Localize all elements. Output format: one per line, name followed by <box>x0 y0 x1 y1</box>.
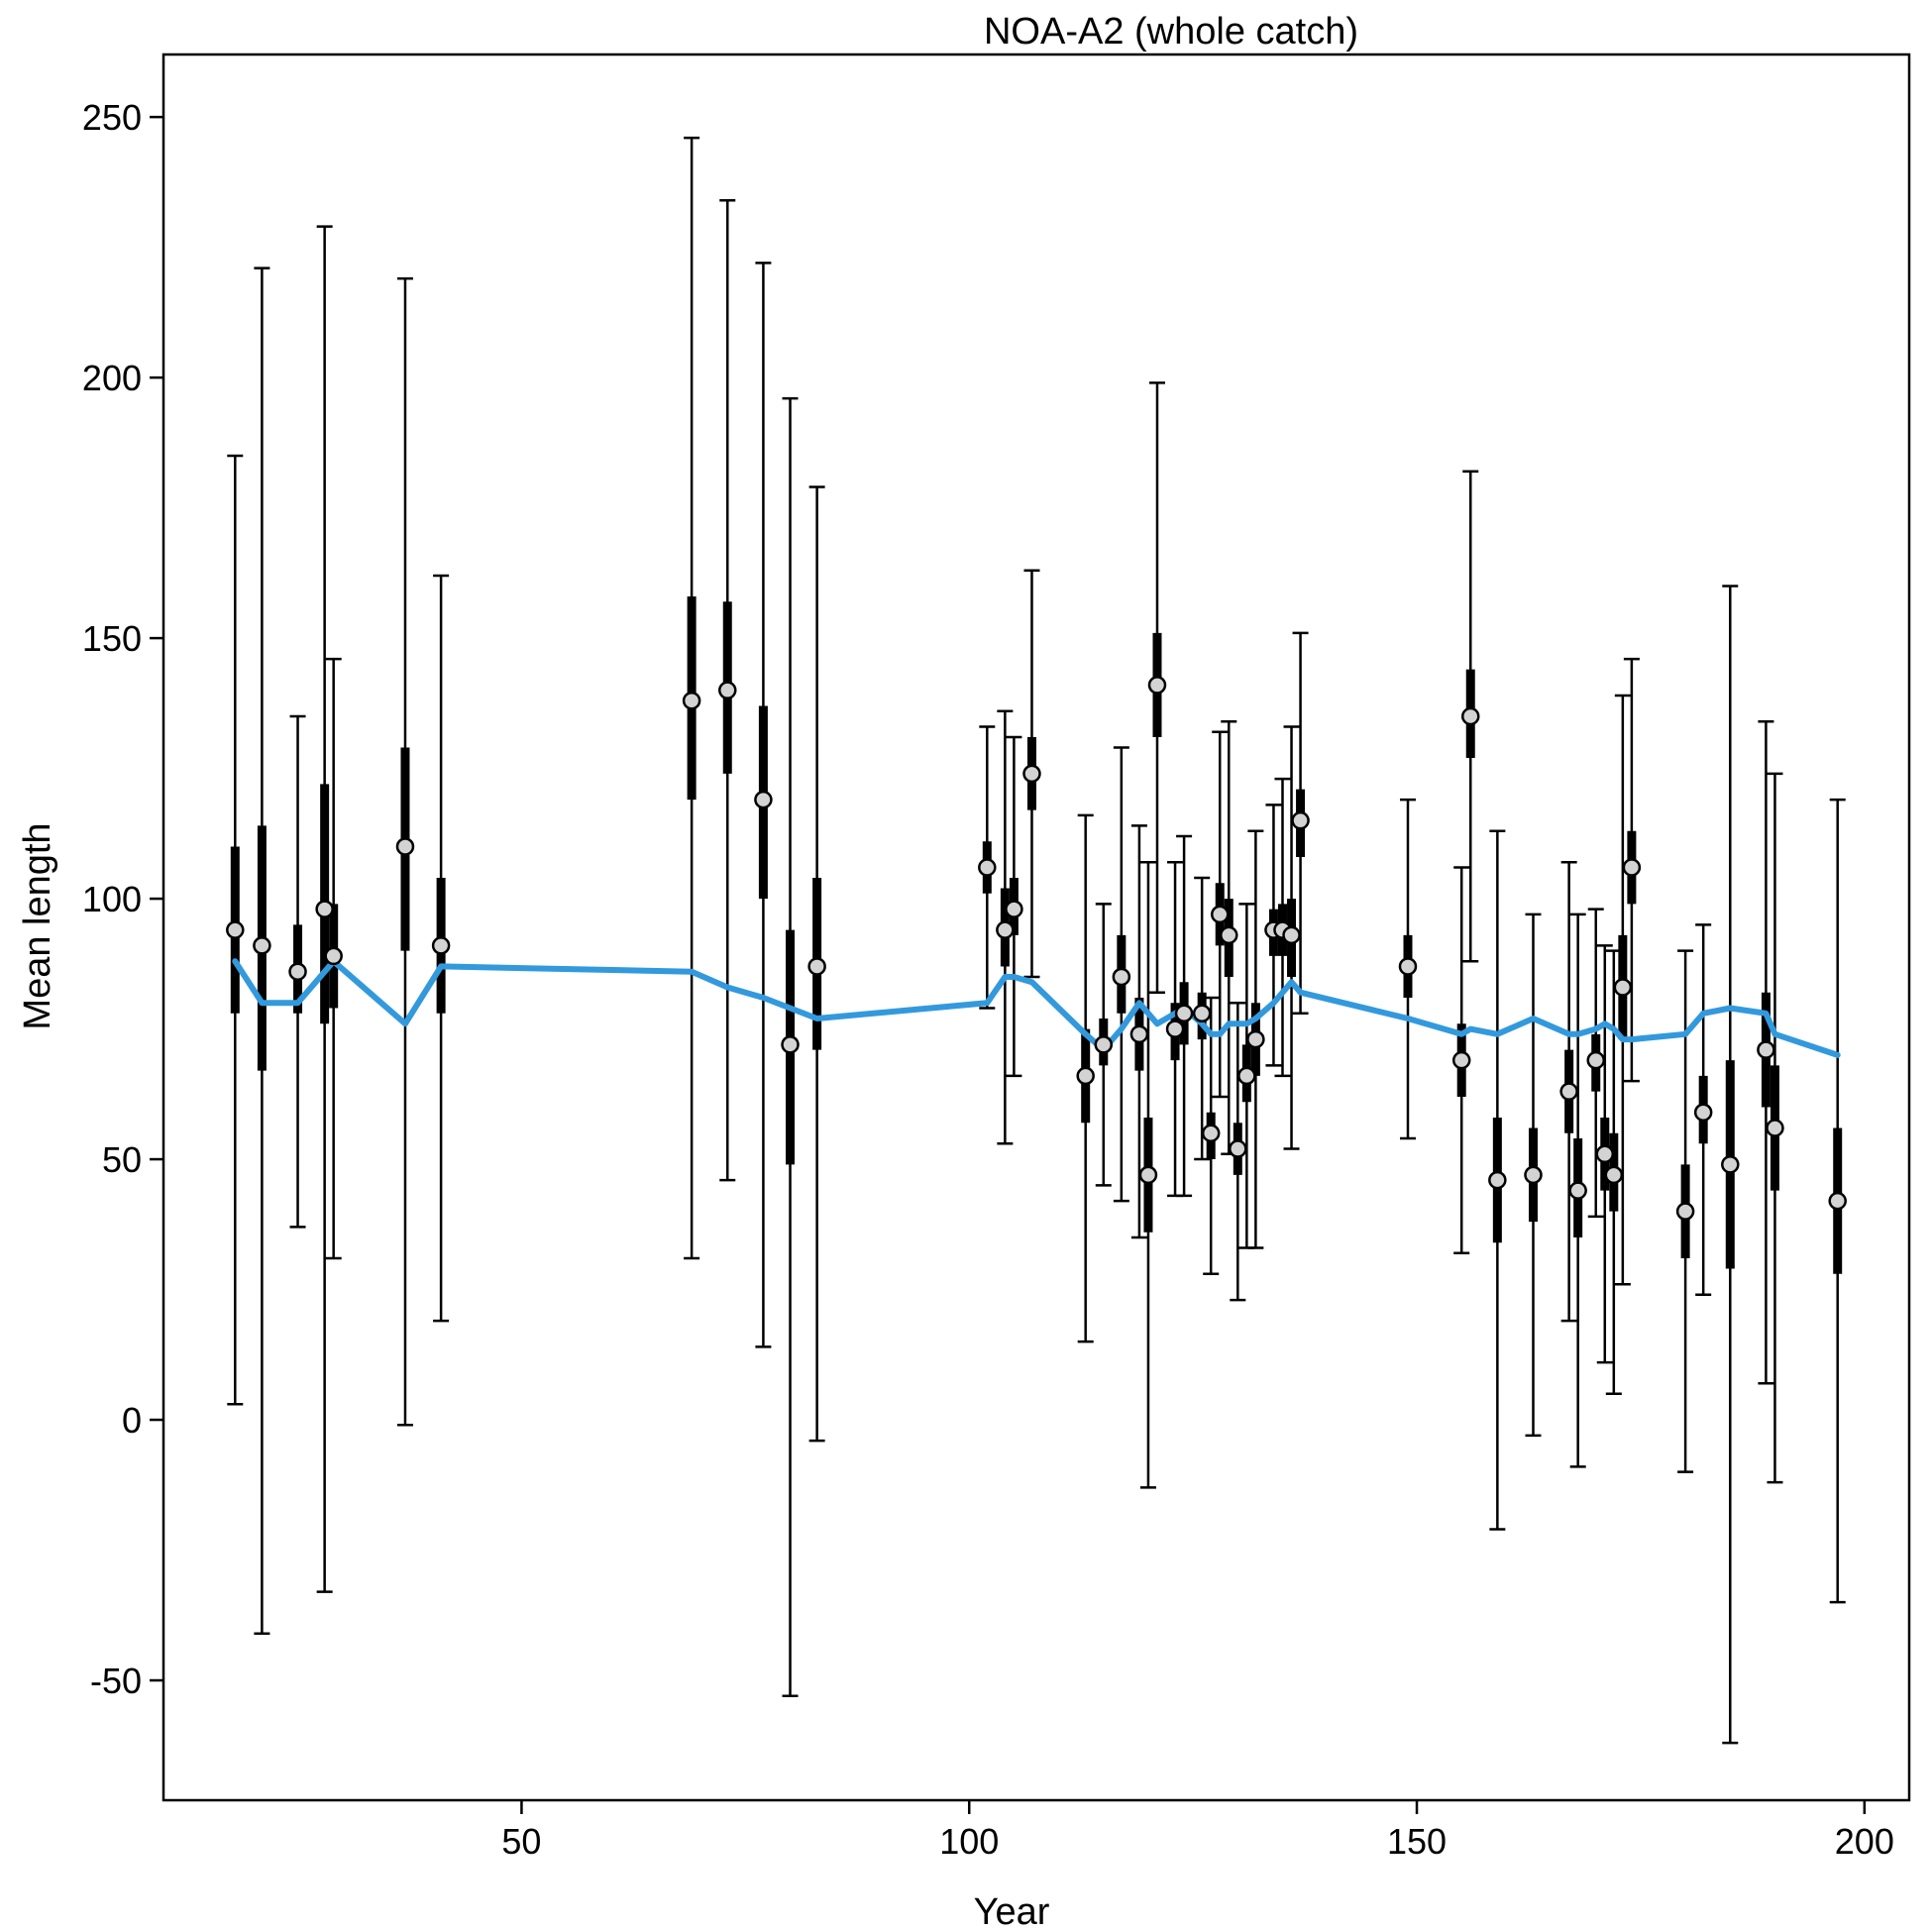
data-point-27 <box>1220 925 1238 945</box>
data-point-29 <box>1237 1066 1256 1086</box>
y-axis-title: Mean length <box>17 822 58 1029</box>
data-point-8 <box>718 681 737 699</box>
data-point-21 <box>1147 676 1167 695</box>
plot-frame <box>161 53 1911 1802</box>
x-tick-label-150: 150 <box>1387 1821 1447 1862</box>
data-point-25 <box>1201 1124 1221 1143</box>
data-point-48 <box>1693 1103 1713 1122</box>
data-point-28 <box>1229 1139 1247 1158</box>
y-tick-label-50: 50 <box>102 1139 142 1180</box>
data-point-42 <box>1586 1050 1605 1070</box>
data-point-45 <box>1613 978 1633 997</box>
data-point-23 <box>1174 1004 1194 1023</box>
y-tick-label-0: 0 <box>122 1400 142 1441</box>
data-point-0 <box>226 920 245 939</box>
data-point-9 <box>754 790 773 809</box>
data-point-49 <box>1721 1155 1740 1174</box>
data-point-4 <box>324 946 343 966</box>
data-point-26 <box>1210 905 1230 924</box>
data-point-14 <box>1005 900 1023 918</box>
data-point-33 <box>1282 925 1301 945</box>
data-point-7 <box>682 691 701 710</box>
data-point-24 <box>1192 1004 1212 1023</box>
data-point-13 <box>996 920 1015 939</box>
x-tick-label-100: 100 <box>939 1821 999 1862</box>
y-tick-label-200: 200 <box>82 358 142 398</box>
x-axis-title: Year <box>974 1891 1050 1932</box>
data-point-3 <box>315 900 334 918</box>
y-tick-label-250: 250 <box>82 97 142 138</box>
data-point-2 <box>288 962 307 981</box>
x-tick-label-200: 200 <box>1835 1821 1894 1862</box>
chart-title: NOA-A2 (whole catch) <box>984 11 1358 53</box>
x-tick-label-50: 50 <box>501 1821 541 1862</box>
data-point-18 <box>1112 967 1131 987</box>
data-point-30 <box>1246 1029 1265 1049</box>
data-point-12 <box>978 858 997 877</box>
data-point-39 <box>1524 1165 1543 1185</box>
data-point-37 <box>1460 706 1480 726</box>
y-axis: -50 0 50 100 150 200 250 <box>82 97 163 1701</box>
data-point-22 <box>1165 1020 1185 1038</box>
data-point-52 <box>1828 1191 1847 1211</box>
data-point-51 <box>1766 1119 1784 1137</box>
data-point-50 <box>1757 1040 1775 1059</box>
data-point-5 <box>395 837 415 856</box>
data-point-36 <box>1451 1050 1471 1070</box>
data-point-20 <box>1138 1165 1158 1185</box>
y-tick-label-100: 100 <box>82 879 142 919</box>
data-point-40 <box>1559 1082 1578 1101</box>
data-point-17 <box>1094 1035 1114 1054</box>
data-point-10 <box>781 1035 800 1054</box>
data-point-16 <box>1076 1066 1095 1086</box>
data-point-19 <box>1129 1024 1149 1044</box>
y-tick-label-150: 150 <box>82 618 142 659</box>
data-point-1 <box>253 936 271 955</box>
data-point-34 <box>1291 810 1310 830</box>
data-point-6 <box>431 936 451 955</box>
fit-line <box>232 958 1841 1058</box>
data-point-11 <box>807 957 826 976</box>
data-point-43 <box>1595 1144 1615 1164</box>
plot-area <box>226 136 1847 1745</box>
data-point-46 <box>1622 858 1642 877</box>
data-point-47 <box>1675 1202 1695 1221</box>
data-point-38 <box>1488 1170 1507 1190</box>
data-point-35 <box>1398 957 1418 976</box>
x-axis: 50 100 150 200 <box>501 1800 1894 1862</box>
data-point-44 <box>1604 1165 1624 1185</box>
data-point-41 <box>1568 1181 1587 1200</box>
data-point-15 <box>1022 764 1041 784</box>
y-tick-label--50: -50 <box>90 1661 142 1701</box>
